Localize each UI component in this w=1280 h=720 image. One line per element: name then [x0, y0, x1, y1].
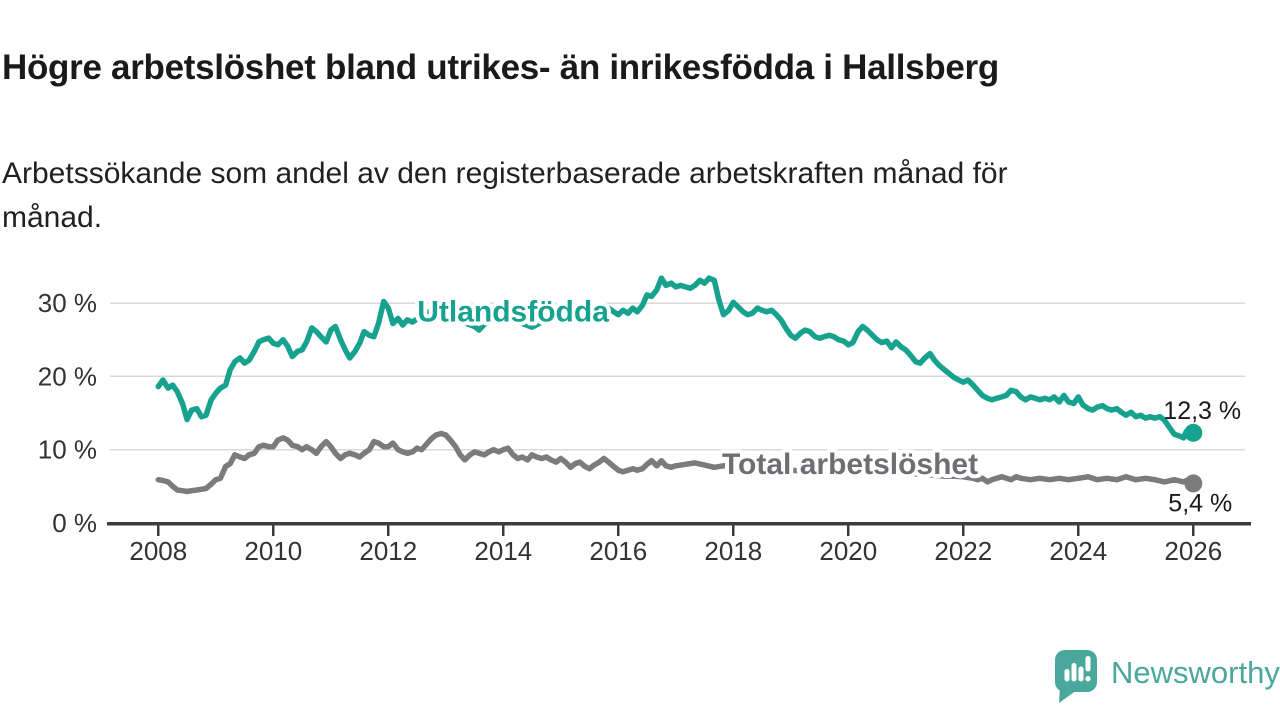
y-axis-tick-label: 20 %: [38, 361, 97, 391]
x-axis-tick-label: 2024: [1049, 536, 1107, 566]
x-axis-tick-label: 2020: [819, 536, 877, 566]
x-axis-tick-label: 2022: [934, 536, 992, 566]
page-subtitle: Arbetssökande som andel av den registerb…: [2, 157, 1008, 234]
x-axis-tick-label: 2014: [474, 536, 532, 566]
y-axis-tick-label: 0 %: [52, 508, 97, 538]
logo-bar-tall: [1071, 663, 1077, 682]
unemployment-line-chart: 2008 2010 2012 2014 2016 2018 2020 2022 2024 2026…: [38, 275, 1251, 566]
logo-exclamation-stem: [1085, 656, 1091, 672]
series-line-0: [155, 275, 1197, 441]
x-axis-tick-label: 2018: [704, 536, 762, 566]
logo-bar-short: [1064, 669, 1070, 682]
x-axis-tick-label: 2026: [1164, 536, 1222, 566]
page-title: Högre arbetslöshet bland utrikes- än inr…: [2, 48, 999, 88]
logo-exclamation-dot: [1085, 676, 1091, 682]
series-label-1: Total arbetslöshet: [722, 448, 978, 481]
series-end-value-label-1: 5,4 %: [1168, 489, 1232, 517]
newsworthy-logo-icon: [1055, 650, 1097, 703]
x-axis-tick-label: 2010: [244, 536, 302, 566]
logo-bar-medium: [1078, 666, 1084, 682]
x-axis-tick-label: 2008: [129, 536, 187, 566]
y-axis-tick-label: 30 %: [38, 288, 97, 318]
series-line-1: [155, 430, 1197, 495]
x-axis-tick-label: 2012: [359, 536, 417, 566]
y-axis-tick-label: 10 %: [38, 435, 97, 465]
x-axis-tick-label: 2016: [589, 536, 647, 566]
series-end-value-label-0: 12,3 %: [1163, 397, 1241, 425]
series-end-dot-1: [1184, 474, 1203, 493]
brand-name: Newsworthy: [1111, 655, 1280, 690]
series-end-dot-0: [1184, 423, 1203, 442]
series-label-0: Utlandsfödda: [417, 295, 609, 328]
